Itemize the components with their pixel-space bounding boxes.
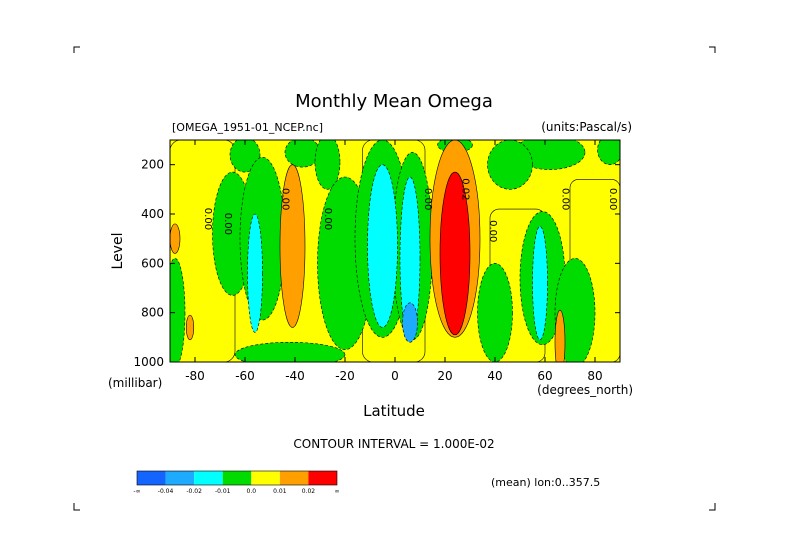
- colorbar-swatch-4: [251, 471, 280, 485]
- x-tick-label--20: -20: [335, 369, 355, 383]
- colorbar-swatch-5: [279, 471, 309, 485]
- contour-region-001-9: [514, 140, 586, 170]
- chart-title: Monthly Mean Omega: [295, 91, 493, 112]
- colorbar-swatch-6: [308, 471, 337, 485]
- y-axis: 200 400 600 800 1000: [133, 158, 620, 369]
- colorbar-swatch-1: [165, 471, 195, 485]
- contour-region-001-6: [314, 140, 341, 190]
- contour-region-001-11: [170, 258, 186, 362]
- contour-label-7: 0.00: [560, 188, 571, 210]
- contour-fill-regions: [170, 140, 620, 362]
- colorbar-label-4: 0.0: [247, 488, 257, 495]
- crop-mark-bottom-left: [73, 503, 80, 511]
- x-tick-label-60: 60: [537, 369, 552, 383]
- plot-area: 0.00 0.00 0.00 0.00 0.00 0.02 0.00 0.00 0.00: [170, 140, 620, 362]
- contour-region-001-14: [239, 156, 286, 321]
- y-tick-label-800: 800: [141, 306, 164, 320]
- colorbar-label-2: -0.02: [186, 488, 202, 495]
- x-tick-label-40: 40: [487, 369, 502, 383]
- contour-region-002-24: [532, 226, 548, 341]
- contour-label-3: 0.00: [322, 208, 333, 230]
- x-axis: -80 -60 -40 -20 0 20 40 60 80: [185, 140, 603, 383]
- contour-label-6: 0.00: [487, 220, 498, 242]
- y-tick-label-600: 600: [141, 256, 164, 270]
- colorbar-swatch-2: [194, 471, 223, 485]
- contour-label-0: 0.00: [202, 208, 213, 230]
- x-tick-label-80: 80: [587, 369, 602, 383]
- x-axis-unit: (degrees_north): [537, 383, 633, 397]
- colorbar-label-6: 0.02: [302, 488, 316, 495]
- x-tick-label--60: -60: [235, 369, 255, 383]
- contour-region-001-29: [554, 309, 566, 362]
- contour-region-002-31: [439, 171, 471, 336]
- colorbar-swatch-0: [137, 471, 166, 485]
- crop-mark-bottom-right: [709, 503, 716, 511]
- colorbar-label-3: -0.01: [215, 488, 231, 495]
- file-label: [OMEGA_1951-01_NCEP.nc]: [172, 121, 323, 134]
- contour-region-001-26: [170, 223, 181, 254]
- colorbar-label-1: -0.04: [158, 488, 174, 495]
- crop-mark-top-right: [709, 46, 716, 53]
- x-tick-label--40: -40: [285, 369, 305, 383]
- y-axis-unit: (millibar): [108, 376, 162, 390]
- contour-label-8: 0.00: [607, 188, 618, 210]
- contour-region-001-12: [597, 140, 620, 165]
- contour-region-001-27: [279, 164, 306, 328]
- contour-region-001-18: [477, 263, 513, 362]
- contour-region-001-5: [284, 140, 321, 168]
- colorbar-swatch-3: [222, 471, 252, 485]
- x-tick-label--80: -80: [185, 369, 205, 383]
- y-axis-label: Level: [110, 233, 126, 270]
- x-tick-label-0: 0: [391, 369, 399, 383]
- contour-label-2: 0.00: [280, 188, 291, 210]
- contour-label-4: 0.00: [422, 188, 433, 210]
- mean-longitude-note: (mean) lon:0..357.5: [491, 476, 600, 489]
- y-tick-label-400: 400: [141, 207, 164, 221]
- contour-region-002-22: [367, 164, 398, 328]
- contour-region-002-23: [399, 176, 421, 341]
- x-tick-label-20: 20: [437, 369, 452, 383]
- colorbar: -∞ -0.04 -0.02 -0.01 0.0 0.01 0.02 ∞: [133, 470, 340, 495]
- contour-label-5: 0.02: [460, 178, 471, 200]
- units-label: (units:Pascal/s): [541, 120, 632, 134]
- colorbar-label-5: 0.01: [273, 488, 287, 495]
- y-tick-label-1000: 1000: [133, 355, 164, 369]
- contour-region-001-30: [185, 314, 195, 341]
- contour-interval-text: CONTOUR INTERVAL = 1.000E-02: [293, 437, 494, 451]
- contour-region-002-21: [247, 213, 263, 333]
- contour-labels: 0.00 0.00 0.00 0.00 0.00 0.02 0.00 0.00 0.00: [202, 178, 618, 242]
- colorbar-label-0: -∞: [133, 488, 140, 495]
- crop-marks: [73, 46, 716, 511]
- x-axis-label: Latitude: [363, 402, 425, 420]
- contour-label-1: 0.00: [222, 213, 233, 235]
- colorbar-label-7: ∞: [335, 488, 340, 495]
- contour-region-001-7: [234, 341, 346, 362]
- contour-region-004-25: [402, 302, 418, 343]
- crop-mark-top-left: [73, 46, 80, 53]
- colorbar-frame: [136, 470, 338, 486]
- contour-region-001-4: [229, 140, 261, 173]
- y-tick-label-200: 200: [141, 158, 164, 172]
- contour-region-001-10: [487, 140, 533, 190]
